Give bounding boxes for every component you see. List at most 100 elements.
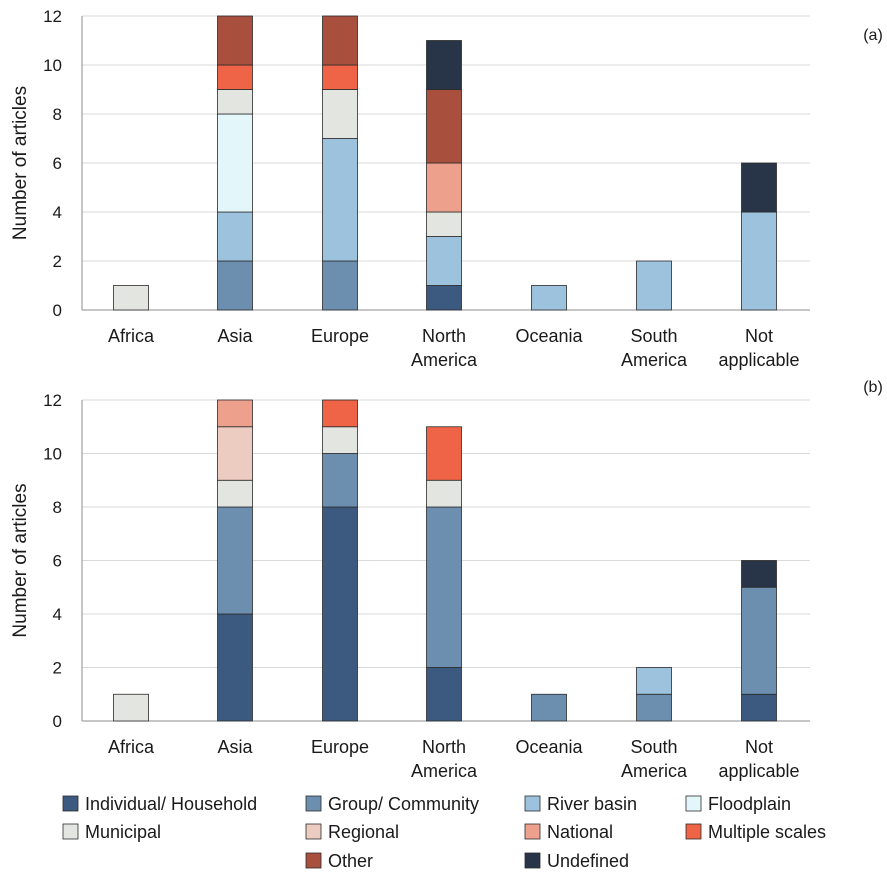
bar-segment-group — [636, 693, 672, 722]
x-category-label: America — [411, 761, 478, 781]
bar-segment-river — [741, 211, 777, 311]
x-category-label: Oceania — [515, 326, 583, 346]
bar-segment-river — [217, 211, 253, 262]
bar-segment-multiple — [426, 426, 462, 481]
bar-segment-municipal — [113, 285, 149, 311]
y-tick-label: 8 — [53, 105, 62, 124]
legend-label-municipal: Municipal — [85, 822, 161, 842]
bar-segment-river — [636, 667, 672, 695]
legend-label-individual: Individual/ Household — [85, 794, 257, 814]
legend-label-floodplain: Floodplain — [708, 794, 791, 814]
bar-segment-individual — [426, 285, 462, 311]
legend-label-group: Group/ Community — [328, 794, 479, 814]
legend-swatch-individual — [62, 795, 79, 812]
bar-segment-municipal — [217, 479, 253, 508]
y-tick-label: 6 — [53, 552, 62, 571]
bar-segment-other — [217, 15, 253, 66]
bar-segment-municipal — [322, 426, 358, 454]
x-category-label: America — [621, 350, 688, 370]
x-category-label: North — [422, 737, 466, 757]
bar-segment-individual — [426, 667, 462, 722]
x-category-label: Africa — [108, 326, 155, 346]
bar-segment-undefined — [426, 40, 462, 90]
y-tick-label: 12 — [43, 391, 62, 410]
bar-segment-multiple — [217, 64, 253, 90]
y-tick-label: 12 — [43, 7, 62, 26]
x-category-label: America — [411, 350, 478, 370]
x-category-label: Africa — [108, 737, 155, 757]
bar-segment-group — [426, 506, 462, 668]
legend-label-multiple: Multiple scales — [708, 822, 826, 842]
bar-segment-river — [426, 236, 462, 286]
legend-label-regional: Regional — [328, 822, 399, 842]
bar-segment-national — [217, 399, 253, 428]
panel-label: (a) — [863, 27, 883, 44]
x-category-label: Europe — [311, 737, 369, 757]
y-tick-label: 0 — [53, 712, 62, 731]
y-tick-label: 2 — [53, 659, 62, 678]
y-tick-label: 0 — [53, 301, 62, 320]
bar-segment-municipal — [217, 89, 253, 115]
legend-label-national: National — [547, 822, 613, 842]
x-category-label: North — [422, 326, 466, 346]
legend-swatch-other — [305, 852, 322, 869]
bar-segment-group — [741, 586, 777, 695]
bar-segment-group — [217, 506, 253, 615]
x-category-label: America — [621, 761, 688, 781]
legend-label-other: Other — [328, 851, 373, 871]
bar-segment-river — [322, 138, 358, 262]
y-axis-title: Number of articles — [10, 483, 31, 637]
x-category-label: Asia — [217, 326, 253, 346]
bar-segment-multiple — [322, 399, 358, 428]
legend-swatch-undefined — [524, 852, 541, 869]
bar-segment-individual — [741, 693, 777, 722]
bar-segment-other — [426, 89, 462, 164]
x-category-label: Europe — [311, 326, 369, 346]
legend-swatch-floodplain — [685, 795, 702, 812]
bar-segment-group — [217, 260, 253, 311]
legend-label-undefined: Undefined — [547, 851, 629, 871]
chart-panel-b: 0 2 4 6 8 10 12 Number of articles (b) Africa Asia… — [10, 379, 883, 781]
bar-segment-regional — [217, 426, 253, 481]
y-tick-label: 6 — [53, 154, 62, 173]
chart-panel-a: 0 2 4 6 8 10 12 Number of articles (a) Africa Asia… — [10, 7, 883, 370]
bar-segment-individual — [322, 506, 358, 722]
chart-legend: Individual/ Household Group/ Community Riv… — [62, 794, 826, 871]
x-category-label: Not — [745, 326, 773, 346]
x-category-label: South — [630, 326, 677, 346]
bar-segment-group — [531, 693, 567, 722]
bar-segment-floodplain — [217, 113, 253, 213]
bar-segment-other — [322, 15, 358, 66]
bar-segment-municipal — [322, 89, 358, 139]
x-category-label: Oceania — [515, 737, 583, 757]
bar-segment-river — [636, 260, 672, 311]
y-tick-label: 10 — [43, 445, 62, 464]
bar-segment-national — [426, 162, 462, 213]
x-category-label: Asia — [217, 737, 253, 757]
x-category-label: Not — [745, 737, 773, 757]
bar-segment-municipal — [426, 211, 462, 237]
x-category-label: South — [630, 737, 677, 757]
bar-segment-undefined — [741, 162, 777, 213]
x-category-label: applicable — [718, 761, 799, 781]
y-tick-label: 4 — [53, 605, 62, 624]
bar-segment-river — [531, 285, 567, 311]
y-tick-label: 4 — [53, 203, 62, 222]
legend-swatch-national — [524, 823, 541, 840]
bar-segment-individual — [217, 613, 253, 722]
legend-swatch-multiple — [685, 823, 702, 840]
legend-swatch-municipal — [62, 823, 79, 840]
bar-segment-undefined — [741, 560, 777, 588]
panel-label: (b) — [863, 379, 883, 396]
bar-segment-group — [322, 260, 358, 311]
y-tick-label: 10 — [43, 56, 62, 75]
bar-segment-municipal — [113, 693, 149, 722]
legend-swatch-regional — [305, 823, 322, 840]
y-tick-label: 2 — [53, 252, 62, 271]
bar-segment-municipal — [426, 479, 462, 508]
legend-swatch-river — [524, 795, 541, 812]
bar-segment-group — [322, 453, 358, 508]
y-axis-title: Number of articles — [10, 86, 31, 240]
bar-segment-multiple — [322, 64, 358, 90]
